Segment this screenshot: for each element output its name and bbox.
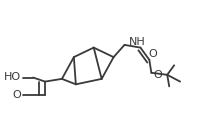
Text: O: O bbox=[147, 49, 156, 59]
Text: O: O bbox=[12, 90, 21, 100]
Text: NH: NH bbox=[128, 37, 145, 47]
Text: HO: HO bbox=[4, 72, 21, 82]
Text: O: O bbox=[153, 70, 161, 81]
